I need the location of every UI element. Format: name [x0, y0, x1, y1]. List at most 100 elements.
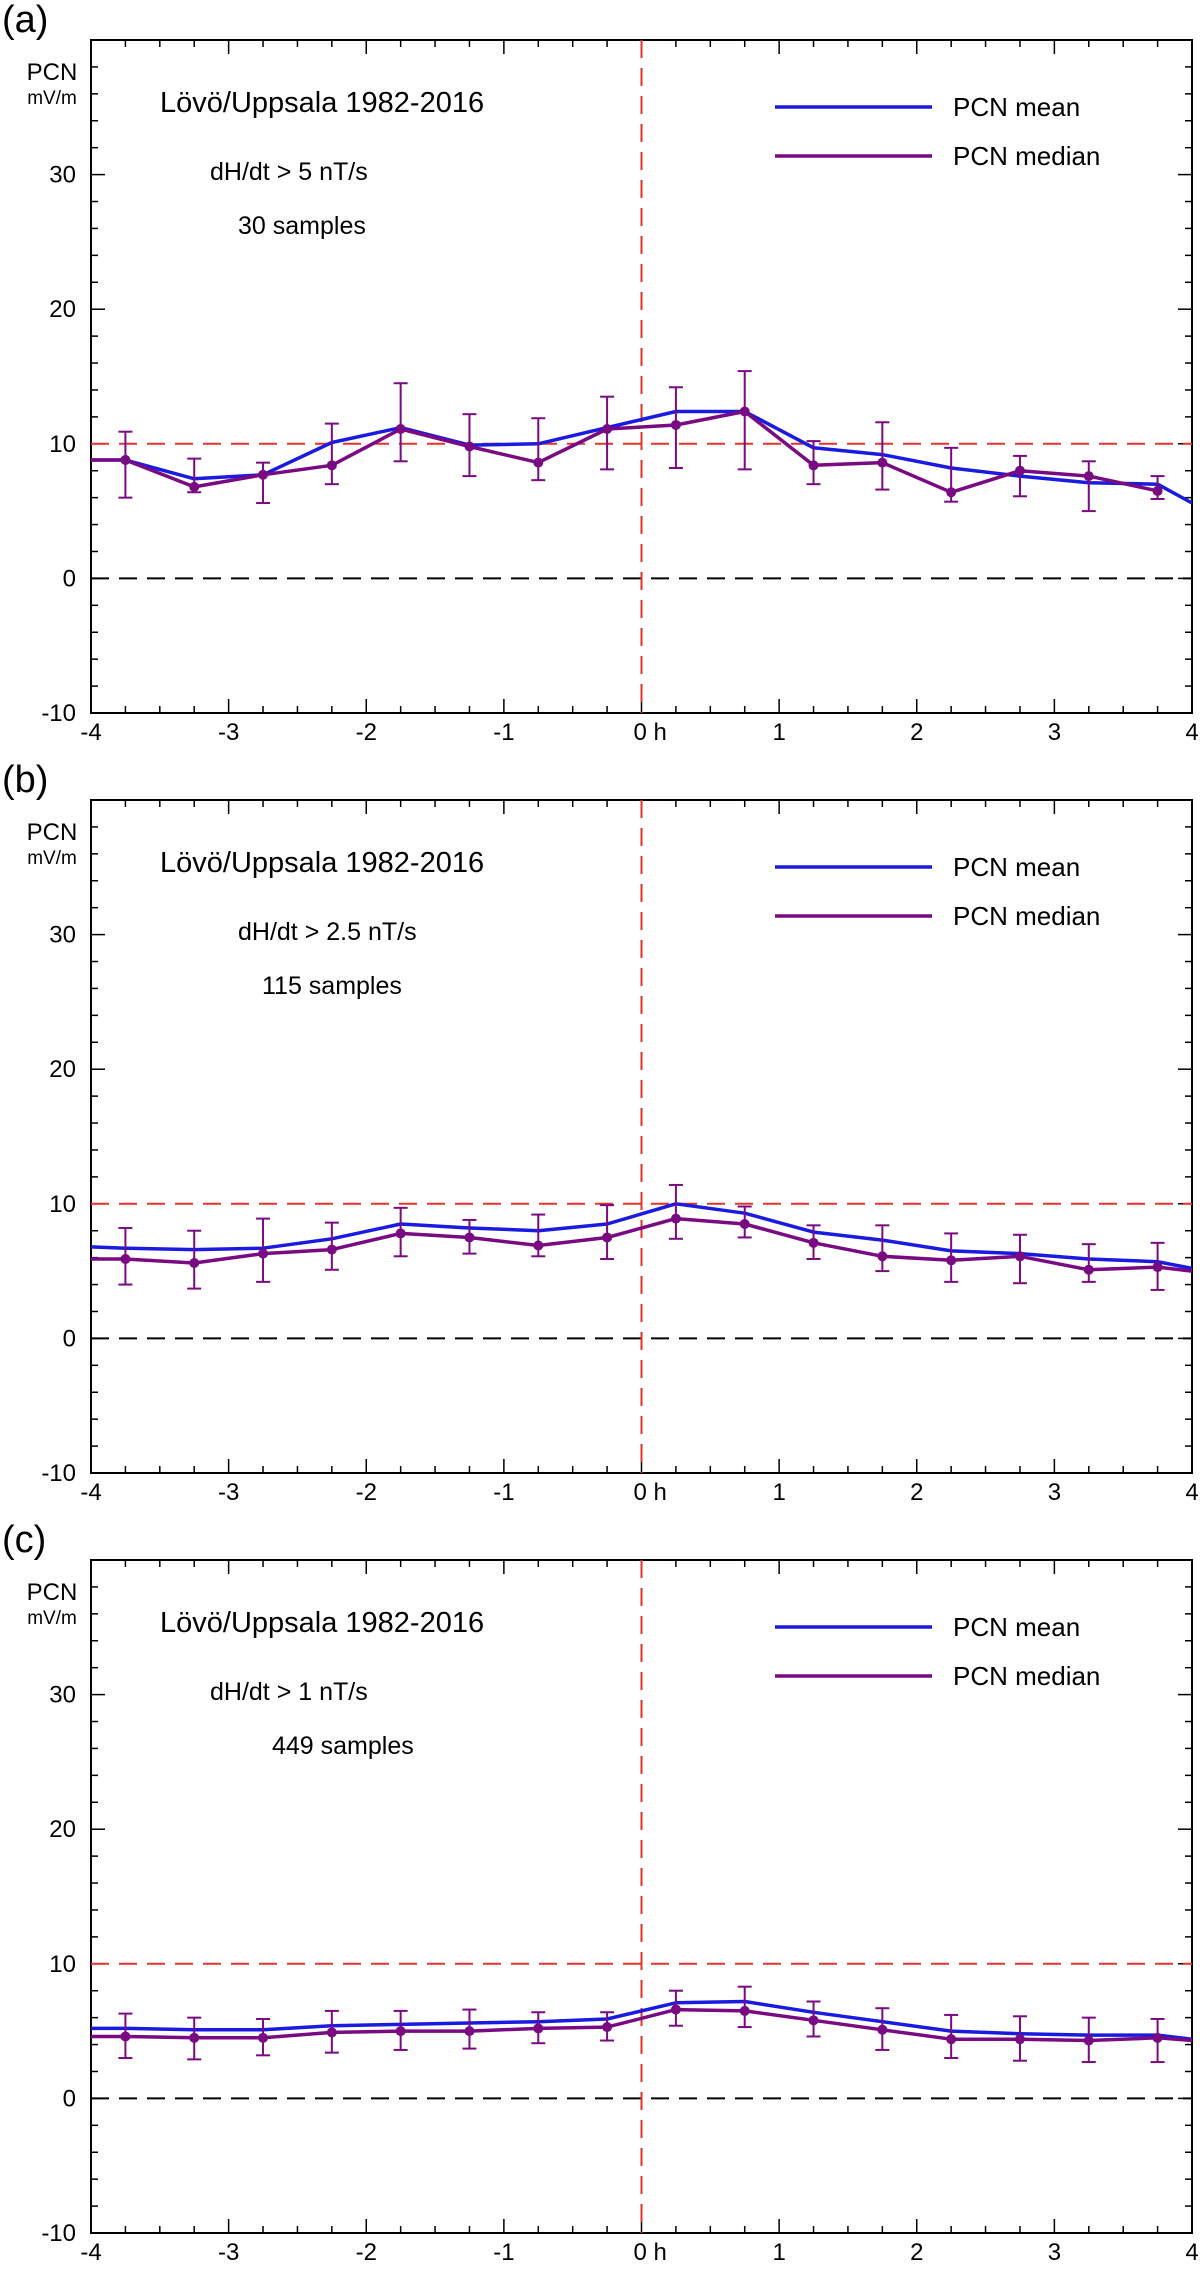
- data-point: [533, 457, 544, 468]
- x-tick-label: -2: [356, 2239, 377, 2266]
- data-point: [533, 1240, 544, 1251]
- data-point: [670, 419, 681, 430]
- data-point: [189, 2032, 200, 2043]
- data-point: [120, 454, 131, 465]
- y-axis-unit: mV/m: [27, 1608, 77, 1629]
- data-point: [1152, 485, 1163, 496]
- data-point: [189, 481, 200, 492]
- data-point: [946, 1255, 957, 1266]
- condition-annotation: dH/dt > 5 nT/s: [210, 158, 368, 186]
- data-point: [1152, 1262, 1163, 1273]
- samples-annotation: 449 samples: [272, 1732, 414, 1760]
- x-tick-label: 0 h: [634, 2239, 667, 2266]
- data-point: [670, 1213, 681, 1224]
- data-point: [120, 1253, 131, 1264]
- y-tick-label: 30: [49, 162, 76, 189]
- chart-title: Lövö/Uppsala 1982-2016: [160, 1607, 484, 1639]
- x-tick-label: -1: [493, 1479, 514, 1506]
- x-tick-label: 4: [1185, 1479, 1198, 1506]
- data-point: [602, 2022, 613, 2033]
- x-tick-label: 4: [1185, 719, 1198, 746]
- data-point: [1083, 2035, 1094, 2046]
- samples-annotation: 115 samples: [262, 972, 402, 1000]
- data-point: [946, 487, 957, 498]
- data-point: [877, 2024, 888, 2035]
- data-point: [1014, 1251, 1025, 1262]
- x-tick-label: -1: [493, 2239, 514, 2266]
- x-tick-label: -4: [80, 1479, 101, 1506]
- data-point: [395, 1228, 406, 1239]
- y-tick-label: -10: [41, 2220, 76, 2247]
- x-tick-label: 4: [1185, 2239, 1198, 2266]
- y-tick-label: 10: [49, 1191, 76, 1218]
- data-point: [258, 1248, 269, 1259]
- x-tick-label: 2: [910, 1479, 923, 1506]
- data-point: [739, 2005, 750, 2016]
- data-point: [533, 2023, 544, 2034]
- data-point: [258, 469, 269, 480]
- y-tick-label: -10: [41, 1460, 76, 1487]
- series-line: [91, 1999, 1193, 2041]
- condition-annotation: dH/dt > 2.5 nT/s: [238, 918, 417, 946]
- data-point: [464, 1232, 475, 1243]
- y-tick-label: 20: [49, 296, 76, 323]
- y-tick-label: 0: [63, 565, 76, 592]
- data-point: [395, 2026, 406, 2037]
- panel-label: (a): [2, 0, 48, 41]
- data-point: [326, 460, 337, 471]
- panel-label: (c): [2, 1519, 46, 1561]
- legend-label: PCN mean: [953, 92, 1080, 122]
- x-tick-label: -3: [218, 719, 239, 746]
- x-tick-label: 0 h: [634, 719, 667, 746]
- y-axis-label: PCN: [27, 819, 78, 846]
- data-point: [464, 2026, 475, 2037]
- y-tick-label: 30: [49, 1682, 76, 1709]
- y-tick-label: 20: [49, 1816, 76, 1843]
- data-point: [739, 406, 750, 417]
- legend-label: PCN median: [953, 1661, 1100, 1691]
- x-tick-label: 3: [1048, 719, 1061, 746]
- legend-label: PCN median: [953, 141, 1100, 171]
- condition-annotation: dH/dt > 1 nT/s: [210, 1678, 368, 1706]
- data-point: [395, 423, 406, 434]
- data-point: [326, 2027, 337, 2038]
- series-line: [91, 1216, 1193, 1273]
- data-point: [877, 1251, 888, 1262]
- x-tick-label: 3: [1048, 2239, 1061, 2266]
- x-tick-label: -3: [218, 2239, 239, 2266]
- data-point: [602, 423, 613, 434]
- data-point: [1152, 2032, 1163, 2043]
- panel-label: (b): [2, 759, 48, 801]
- y-tick-label: 0: [63, 2085, 76, 2112]
- y-tick-label: 30: [49, 922, 76, 949]
- data-point: [739, 1218, 750, 1229]
- y-axis-unit: mV/m: [27, 848, 77, 869]
- chart-title: Lövö/Uppsala 1982-2016: [160, 847, 484, 879]
- series-line: [91, 2007, 1193, 2043]
- chart-title: Lövö/Uppsala 1982-2016: [160, 87, 484, 119]
- data-point: [189, 1258, 200, 1269]
- data-point: [808, 2015, 819, 2026]
- data-point: [1083, 471, 1094, 482]
- data-point: [946, 2034, 957, 2045]
- x-tick-label: 2: [910, 719, 923, 746]
- x-tick-label: 3: [1048, 1479, 1061, 1506]
- samples-annotation: 30 samples: [238, 212, 366, 240]
- x-tick-label: -1: [493, 719, 514, 746]
- legend-label: PCN mean: [953, 852, 1080, 882]
- data-point: [464, 441, 475, 452]
- data-point: [808, 1237, 819, 1248]
- y-tick-label: 0: [63, 1325, 76, 1352]
- x-tick-label: 2: [910, 2239, 923, 2266]
- y-axis-unit: mV/m: [27, 88, 77, 109]
- x-tick-label: 1: [772, 719, 785, 746]
- data-point: [877, 457, 888, 468]
- series-line: [90, 1202, 1193, 1271]
- y-tick-label: -10: [41, 700, 76, 727]
- data-point: [1083, 1264, 1094, 1275]
- y-axis-label: PCN: [27, 59, 78, 86]
